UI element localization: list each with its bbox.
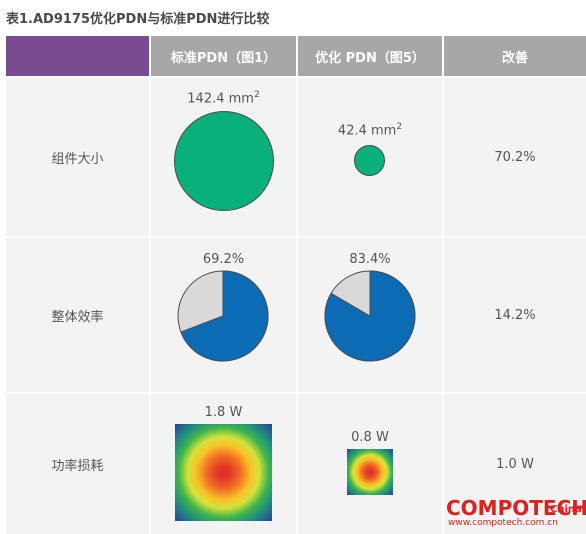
standard-area-label: 142.4 mm2 xyxy=(187,90,260,107)
standard-area-circle xyxy=(174,111,274,211)
row-size-standard: 142.4 mm2 xyxy=(151,78,296,236)
watermark-brand: COMPOTECH xyxy=(446,496,586,520)
row-efficiency-standard: 69.2% xyxy=(151,238,296,392)
optimized-area-circle xyxy=(354,145,385,176)
standard-efficiency-label: 69.2% xyxy=(202,252,245,267)
row-power-loss-improvement: 1.0 W xyxy=(444,394,586,534)
row-efficiency-label-text: 整体效率 xyxy=(51,309,104,325)
optimized-thermal-map xyxy=(347,449,393,495)
standard-efficiency-pie-slice xyxy=(180,270,269,362)
row-power-loss-label: 功率损耗 xyxy=(6,394,149,534)
standard-power-loss-label: 1.8 W xyxy=(204,405,243,420)
optimized-efficiency-pie xyxy=(324,270,416,362)
header-blank-cell xyxy=(6,36,149,76)
header-improvement: 改善 xyxy=(444,36,586,76)
row-efficiency-label: 整体效率 xyxy=(6,238,149,392)
header-standard-pdn: 标准PDN（图1） xyxy=(151,36,296,76)
row-size-label: 组件大小 xyxy=(6,78,149,236)
standard-efficiency-pie xyxy=(177,270,269,362)
row-efficiency-improvement: 14.2% xyxy=(444,238,586,392)
row-power-loss-optimized: 0.8 W xyxy=(298,394,442,534)
efficiency-improvement-value: 14.2% xyxy=(494,307,536,323)
row-power-loss-standard: 1.8 W xyxy=(151,394,296,534)
watermark-url: www.compotech.com.cn xyxy=(448,518,558,528)
comparison-caption: 表1.AD9175优化PDN与标准PDN进行比较 xyxy=(6,12,270,27)
size-improvement-value: 70.2% xyxy=(494,149,536,165)
row-efficiency-optimized: 83.4% xyxy=(298,238,442,392)
optimized-efficiency-pie-slice xyxy=(324,270,416,362)
row-power-loss-label-text: 功率损耗 xyxy=(51,458,104,474)
optimized-power-loss-label: 0.8 W xyxy=(351,430,389,445)
compotech-watermark-logo: COMPOTECH China www.compotech.com.cn xyxy=(446,496,586,534)
standard-thermal-map xyxy=(175,424,272,521)
row-size-label-text: 组件大小 xyxy=(51,151,104,167)
header-optimized-pdn: 优化 PDN（图5） xyxy=(298,36,442,76)
row-size-optimized: 42.4 mm2 xyxy=(298,78,442,236)
row-size-improvement: 70.2% xyxy=(444,78,586,236)
optimized-efficiency-label: 83.4% xyxy=(349,252,391,267)
watermark-region: China xyxy=(550,504,582,515)
optimized-area-label: 42.4 mm2 xyxy=(337,122,403,139)
power-loss-improvement-value: 1.0 W xyxy=(496,456,534,472)
